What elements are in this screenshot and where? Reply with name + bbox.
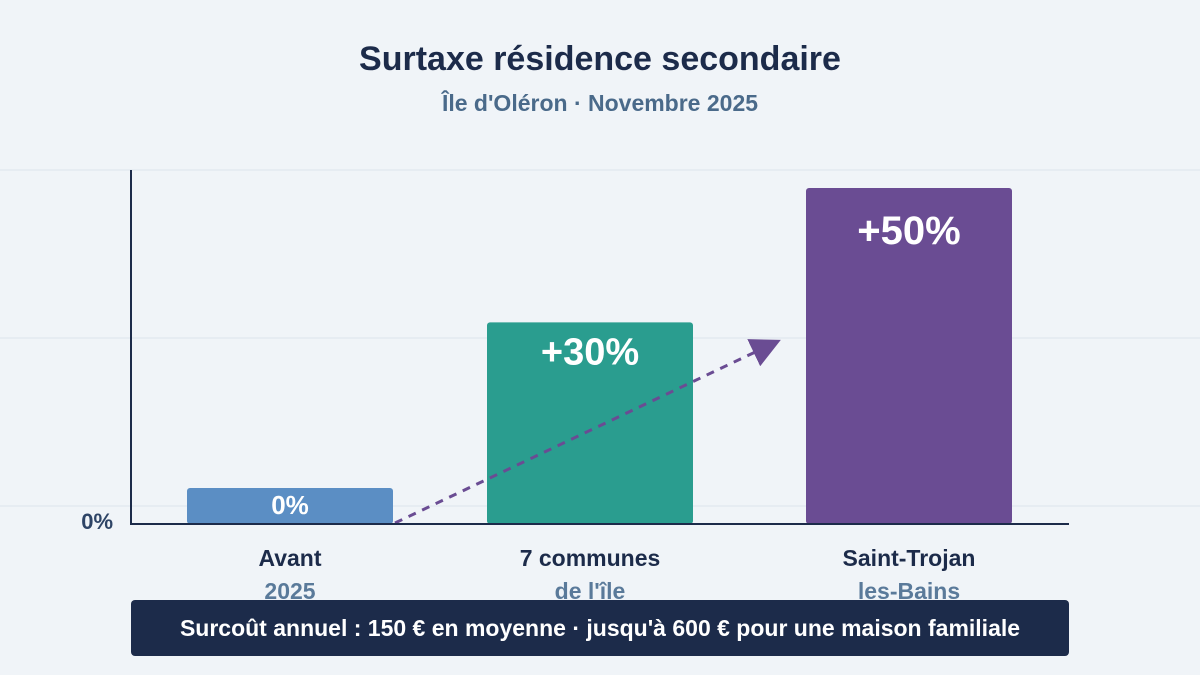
bars-group [187,188,1012,524]
bar-value-label-2: +50% [857,209,960,253]
bar-0 [187,488,393,524]
category-label-1-line2: de l'île [555,578,626,604]
category-label-0-line2: 2025 [264,578,315,604]
chart-title: Surtaxe résidence secondaire [359,40,841,78]
bar-1 [487,322,693,524]
axes-group [130,170,1069,525]
bar-value-label-1: +30% [541,331,639,373]
category-label-2-line1: Saint-Trojan [843,545,976,571]
category-label-1-line1: 7 communes [520,545,661,571]
cost-banner: Surcoût annuel : 150 € en moyenne · jusq… [131,600,1069,656]
trend-arrow [394,339,781,525]
bar-2 [806,188,1012,524]
labels-group: 0% 0% +30% +50% Avant 2025 7 communes de l'île S… [81,209,975,604]
category-label-2-line2: les-Bains [858,578,960,604]
trend-arrow-group [394,339,781,525]
category-label-0-line1: Avant [258,545,321,571]
chart-subtitle: Île d'Oléron · Novembre 2025 [441,90,759,116]
bar-value-label-0: 0% [271,490,309,520]
y-tick-label: 0% [81,509,113,534]
